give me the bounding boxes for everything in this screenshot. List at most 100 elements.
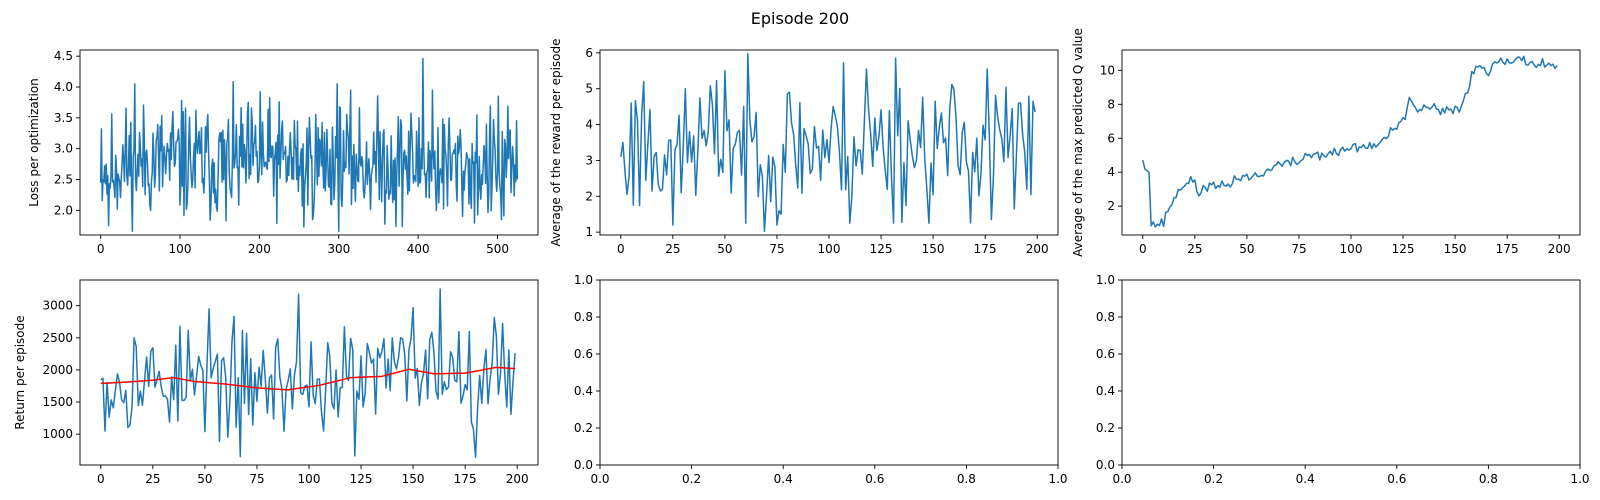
x-tick-label: 100: [818, 242, 841, 256]
x-tick-label: 25: [1187, 242, 1202, 256]
y-tick-label: 6: [1107, 131, 1115, 145]
series-line: [1142, 55, 1558, 228]
y-tick-label: 0.6: [574, 347, 593, 361]
y-axis-label: Average of the reward per episode: [549, 38, 563, 246]
x-tick-label: 100: [1340, 242, 1363, 256]
axes-frame: [79, 49, 539, 236]
axes-frame: [599, 279, 1059, 466]
x-tick-label: 125: [1392, 242, 1415, 256]
y-axis-label: Loss per optimization: [27, 78, 41, 207]
x-tick-label: 25: [145, 472, 160, 486]
x-tick-label: 200: [506, 472, 529, 486]
y-tick-label: 2.5: [54, 173, 73, 187]
y-tick-label: 5: [585, 82, 593, 96]
x-tick-label: 1.0: [1570, 472, 1589, 486]
y-tick-label: 1.0: [1096, 273, 1115, 287]
series-line: [100, 288, 516, 459]
axes-frame: [1121, 49, 1581, 236]
x-tick-label: 25: [665, 242, 680, 256]
y-axis-label: Return per episode: [13, 315, 27, 429]
moving-average-line: [100, 366, 516, 391]
y-tick-label: 0.4: [574, 384, 593, 398]
x-tick-label: 0.8: [957, 472, 976, 486]
axes-frame: [1121, 279, 1581, 466]
y-tick-label: 0.4: [1096, 384, 1115, 398]
y-tick-label: 0.8: [574, 310, 593, 324]
y-tick-label: 2000: [42, 363, 73, 377]
x-tick-label: 175: [1496, 242, 1519, 256]
y-tick-label: 0.6: [1096, 347, 1115, 361]
y-tick-label: 3: [585, 153, 593, 167]
x-tick-label: 200: [1548, 242, 1571, 256]
x-tick-label: 300: [327, 242, 350, 256]
x-tick-label: 50: [1239, 242, 1254, 256]
x-tick-label: 500: [486, 242, 509, 256]
x-tick-label: 0.4: [1296, 472, 1315, 486]
x-tick-label: 0.8: [1479, 472, 1498, 486]
y-tick-label: 2: [585, 189, 593, 203]
x-tick-label: 150: [1444, 242, 1467, 256]
x-tick-label: 75: [249, 472, 264, 486]
y-tick-label: 1500: [42, 395, 73, 409]
y-tick-label: 3.0: [54, 142, 73, 156]
x-tick-label: 0.6: [865, 472, 884, 486]
x-tick-label: 0.0: [590, 472, 609, 486]
y-tick-label: 0.2: [1096, 421, 1115, 435]
x-tick-label: 75: [1291, 242, 1306, 256]
x-tick-label: 125: [870, 242, 893, 256]
y-tick-label: 4: [1107, 165, 1115, 179]
subplot-5: 0.0 0.2 0.4 0.6 0.8 1.0 0.0 0.2 0.4 0.6 0.8 1.0: [574, 273, 1068, 486]
subplot-4: 0 25 50 75 100 125 150 175 200 1000 1500 2000 2500 30…: [13, 279, 539, 486]
y-tick-label: 0.0: [574, 458, 593, 472]
x-tick-label: 400: [407, 242, 430, 256]
series-line: [620, 52, 1036, 233]
y-tick-label: 1000: [42, 427, 73, 441]
x-tick-label: 200: [1026, 242, 1049, 256]
x-tick-label: 0: [1139, 242, 1147, 256]
x-tick-label: 0.4: [774, 472, 793, 486]
x-tick-label: 0: [97, 242, 105, 256]
y-tick-label: 1.0: [574, 273, 593, 287]
x-tick-label: 50: [197, 472, 212, 486]
subplot-6: 0.0 0.2 0.4 0.6 0.8 1.0 0.0 0.2 0.4 0.6 0.8 1.0: [1096, 273, 1590, 486]
x-tick-label: 50: [717, 242, 732, 256]
y-axis-label: Average of the max predicted Q value: [1071, 28, 1085, 257]
series-line: [99, 57, 519, 233]
y-tick-label: 3.5: [54, 111, 73, 125]
y-tick-label: 0.8: [1096, 310, 1115, 324]
subplot-3: 0 25 50 75 100 125 150 175 200 2 4 6 8 10 Average of t…: [1071, 28, 1581, 257]
subplot-1: 0 100 200 300 400 500 2.0 2.5 3.0 3.5 4.0 4.5 Loss p…: [27, 49, 539, 256]
x-tick-label: 0: [97, 472, 105, 486]
figure-title: Episode 200: [751, 9, 849, 28]
y-tick-label: 2.0: [54, 203, 73, 217]
y-tick-label: 0.0: [1096, 458, 1115, 472]
x-tick-label: 150: [402, 472, 425, 486]
subplot-2: 0 25 50 75 100 125 150 175 200 1 2 3 4 5 6 Average of t…: [549, 38, 1059, 256]
y-tick-label: 4: [585, 118, 593, 132]
y-tick-label: 8: [1107, 97, 1115, 111]
y-tick-label: 4.5: [54, 49, 73, 63]
x-tick-label: 0.6: [1387, 472, 1406, 486]
y-tick-label: 4.0: [54, 80, 73, 94]
x-tick-label: 125: [350, 472, 373, 486]
y-tick-label: 2500: [42, 331, 73, 345]
x-tick-label: 100: [169, 242, 192, 256]
x-tick-label: 75: [769, 242, 784, 256]
x-tick-label: 175: [454, 472, 477, 486]
x-tick-label: 0.0: [1112, 472, 1131, 486]
x-tick-label: 100: [298, 472, 321, 486]
x-tick-label: 150: [922, 242, 945, 256]
x-tick-label: 200: [248, 242, 271, 256]
x-tick-label: 175: [974, 242, 997, 256]
y-tick-label: 2: [1107, 199, 1115, 213]
y-tick-label: 6: [585, 46, 593, 60]
x-tick-label: 0.2: [1204, 472, 1223, 486]
x-tick-label: 0: [617, 242, 625, 256]
y-tick-label: 0.2: [574, 421, 593, 435]
y-tick-label: 1: [585, 225, 593, 239]
y-tick-label: 3000: [42, 299, 73, 313]
x-tick-label: 1.0: [1048, 472, 1067, 486]
y-tick-label: 10: [1100, 63, 1115, 77]
x-tick-label: 0.2: [682, 472, 701, 486]
